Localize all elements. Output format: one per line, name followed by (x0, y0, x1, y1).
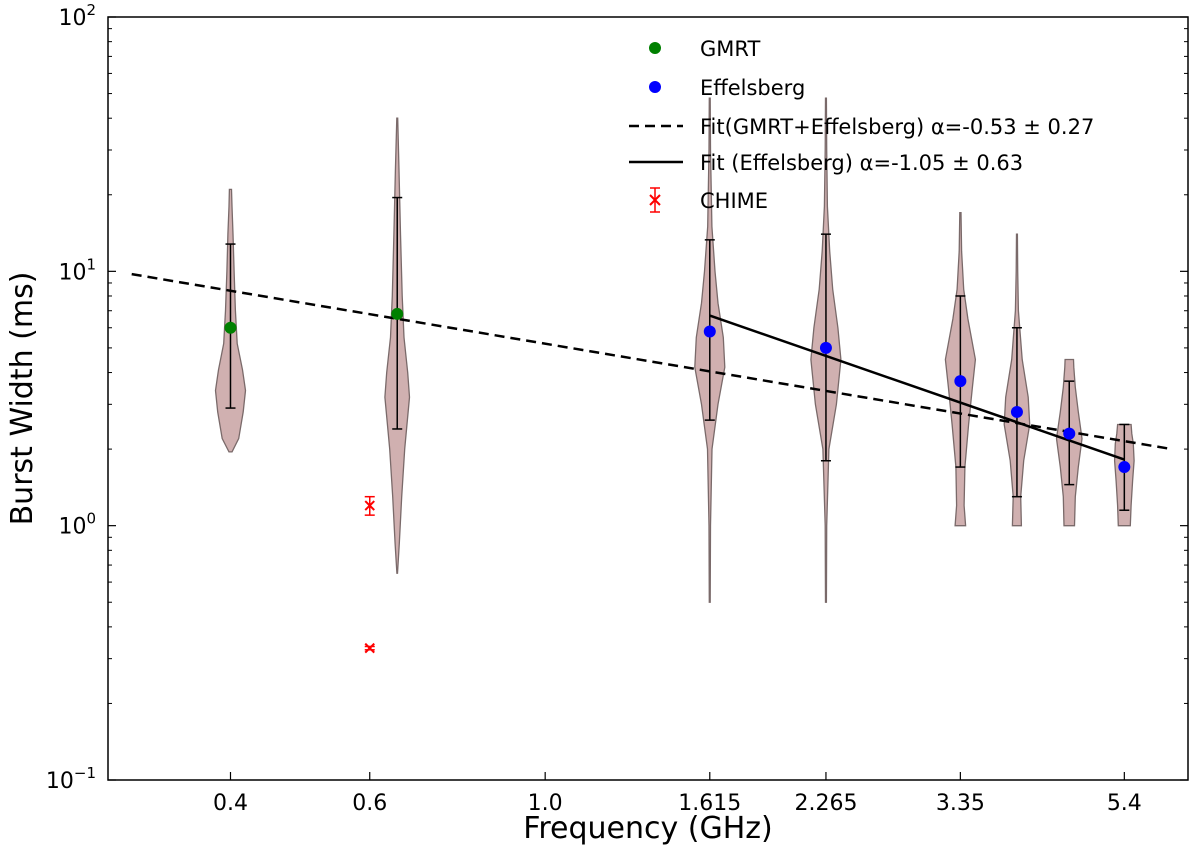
x-tick-label-1: 0.6 (352, 791, 387, 816)
legend-marker (649, 81, 661, 93)
legend-item-4: CHIME (649, 187, 768, 213)
chime-point-1 (364, 642, 375, 654)
effelsberg-point-1 (819, 341, 832, 354)
fit-lines-layer (131, 272, 1172, 461)
ticks-layer: 0.4 0.6 1.0 1.615 2.265 3.35 5.4 10−1 100 101 102 (46, 1, 1188, 816)
x-tick-label-5: 3.35 (936, 791, 985, 816)
effelsberg-point-2 (954, 375, 967, 388)
x-tick-label-2: 1.0 (528, 791, 563, 816)
x-axis-label: Frequency (GHz) (523, 811, 772, 846)
legend-item-0: GMRT (649, 37, 760, 61)
y-axis-label: Burst Width (ms) (5, 272, 40, 526)
y-tick-label-1: 100 (58, 510, 96, 540)
points-layer (224, 307, 1131, 654)
x-tick-label-6: 5.4 (1107, 791, 1142, 816)
legend: GMRT Effelsberg Fit(GMRT+Effelsberg) α=-0.… (629, 37, 1094, 213)
x-tick-label-3: 1.615 (678, 791, 741, 816)
y-tick-label-2: 101 (58, 255, 96, 285)
gmrt-point-1 (391, 307, 404, 320)
effelsberg-point-3 (1010, 405, 1023, 418)
gmrt-point-0 (224, 321, 237, 334)
chime-x-b (364, 500, 375, 511)
chime-x-b (364, 642, 375, 654)
legend-marker (649, 42, 661, 54)
x-tick-label-0: 0.4 (213, 791, 248, 816)
legend-label-3: Fit (Effelsberg) α=-1.05 ± 0.63 (700, 151, 1023, 175)
y-tick-label-3: 102 (58, 1, 96, 31)
legend-item-3: Fit (Effelsberg) α=-1.05 ± 0.63 (629, 151, 1023, 175)
legend-item-2: Fit(GMRT+Effelsberg) α=-0.53 ± 0.27 (629, 115, 1094, 139)
effelsberg-point-5 (1118, 461, 1131, 474)
legend-chime-x (649, 194, 661, 206)
plot-frame (107, 16, 1189, 781)
legend-label-2: Fit(GMRT+Effelsberg) α=-0.53 ± 0.27 (700, 115, 1094, 139)
legend-label-0: GMRT (700, 37, 760, 61)
legend-item-1: Effelsberg (649, 76, 805, 100)
chime-point-0 (364, 500, 375, 511)
y-tick-label-0: 10−1 (46, 764, 96, 794)
legend-label-1: Effelsberg (700, 76, 805, 100)
fit-line-effelsberg (709, 314, 1125, 461)
x-tick-label-4: 2.265 (794, 791, 857, 816)
legend-label-4: CHIME (700, 189, 768, 213)
effelsberg-point-4 (1063, 427, 1076, 440)
effelsberg-point-0 (703, 325, 716, 338)
